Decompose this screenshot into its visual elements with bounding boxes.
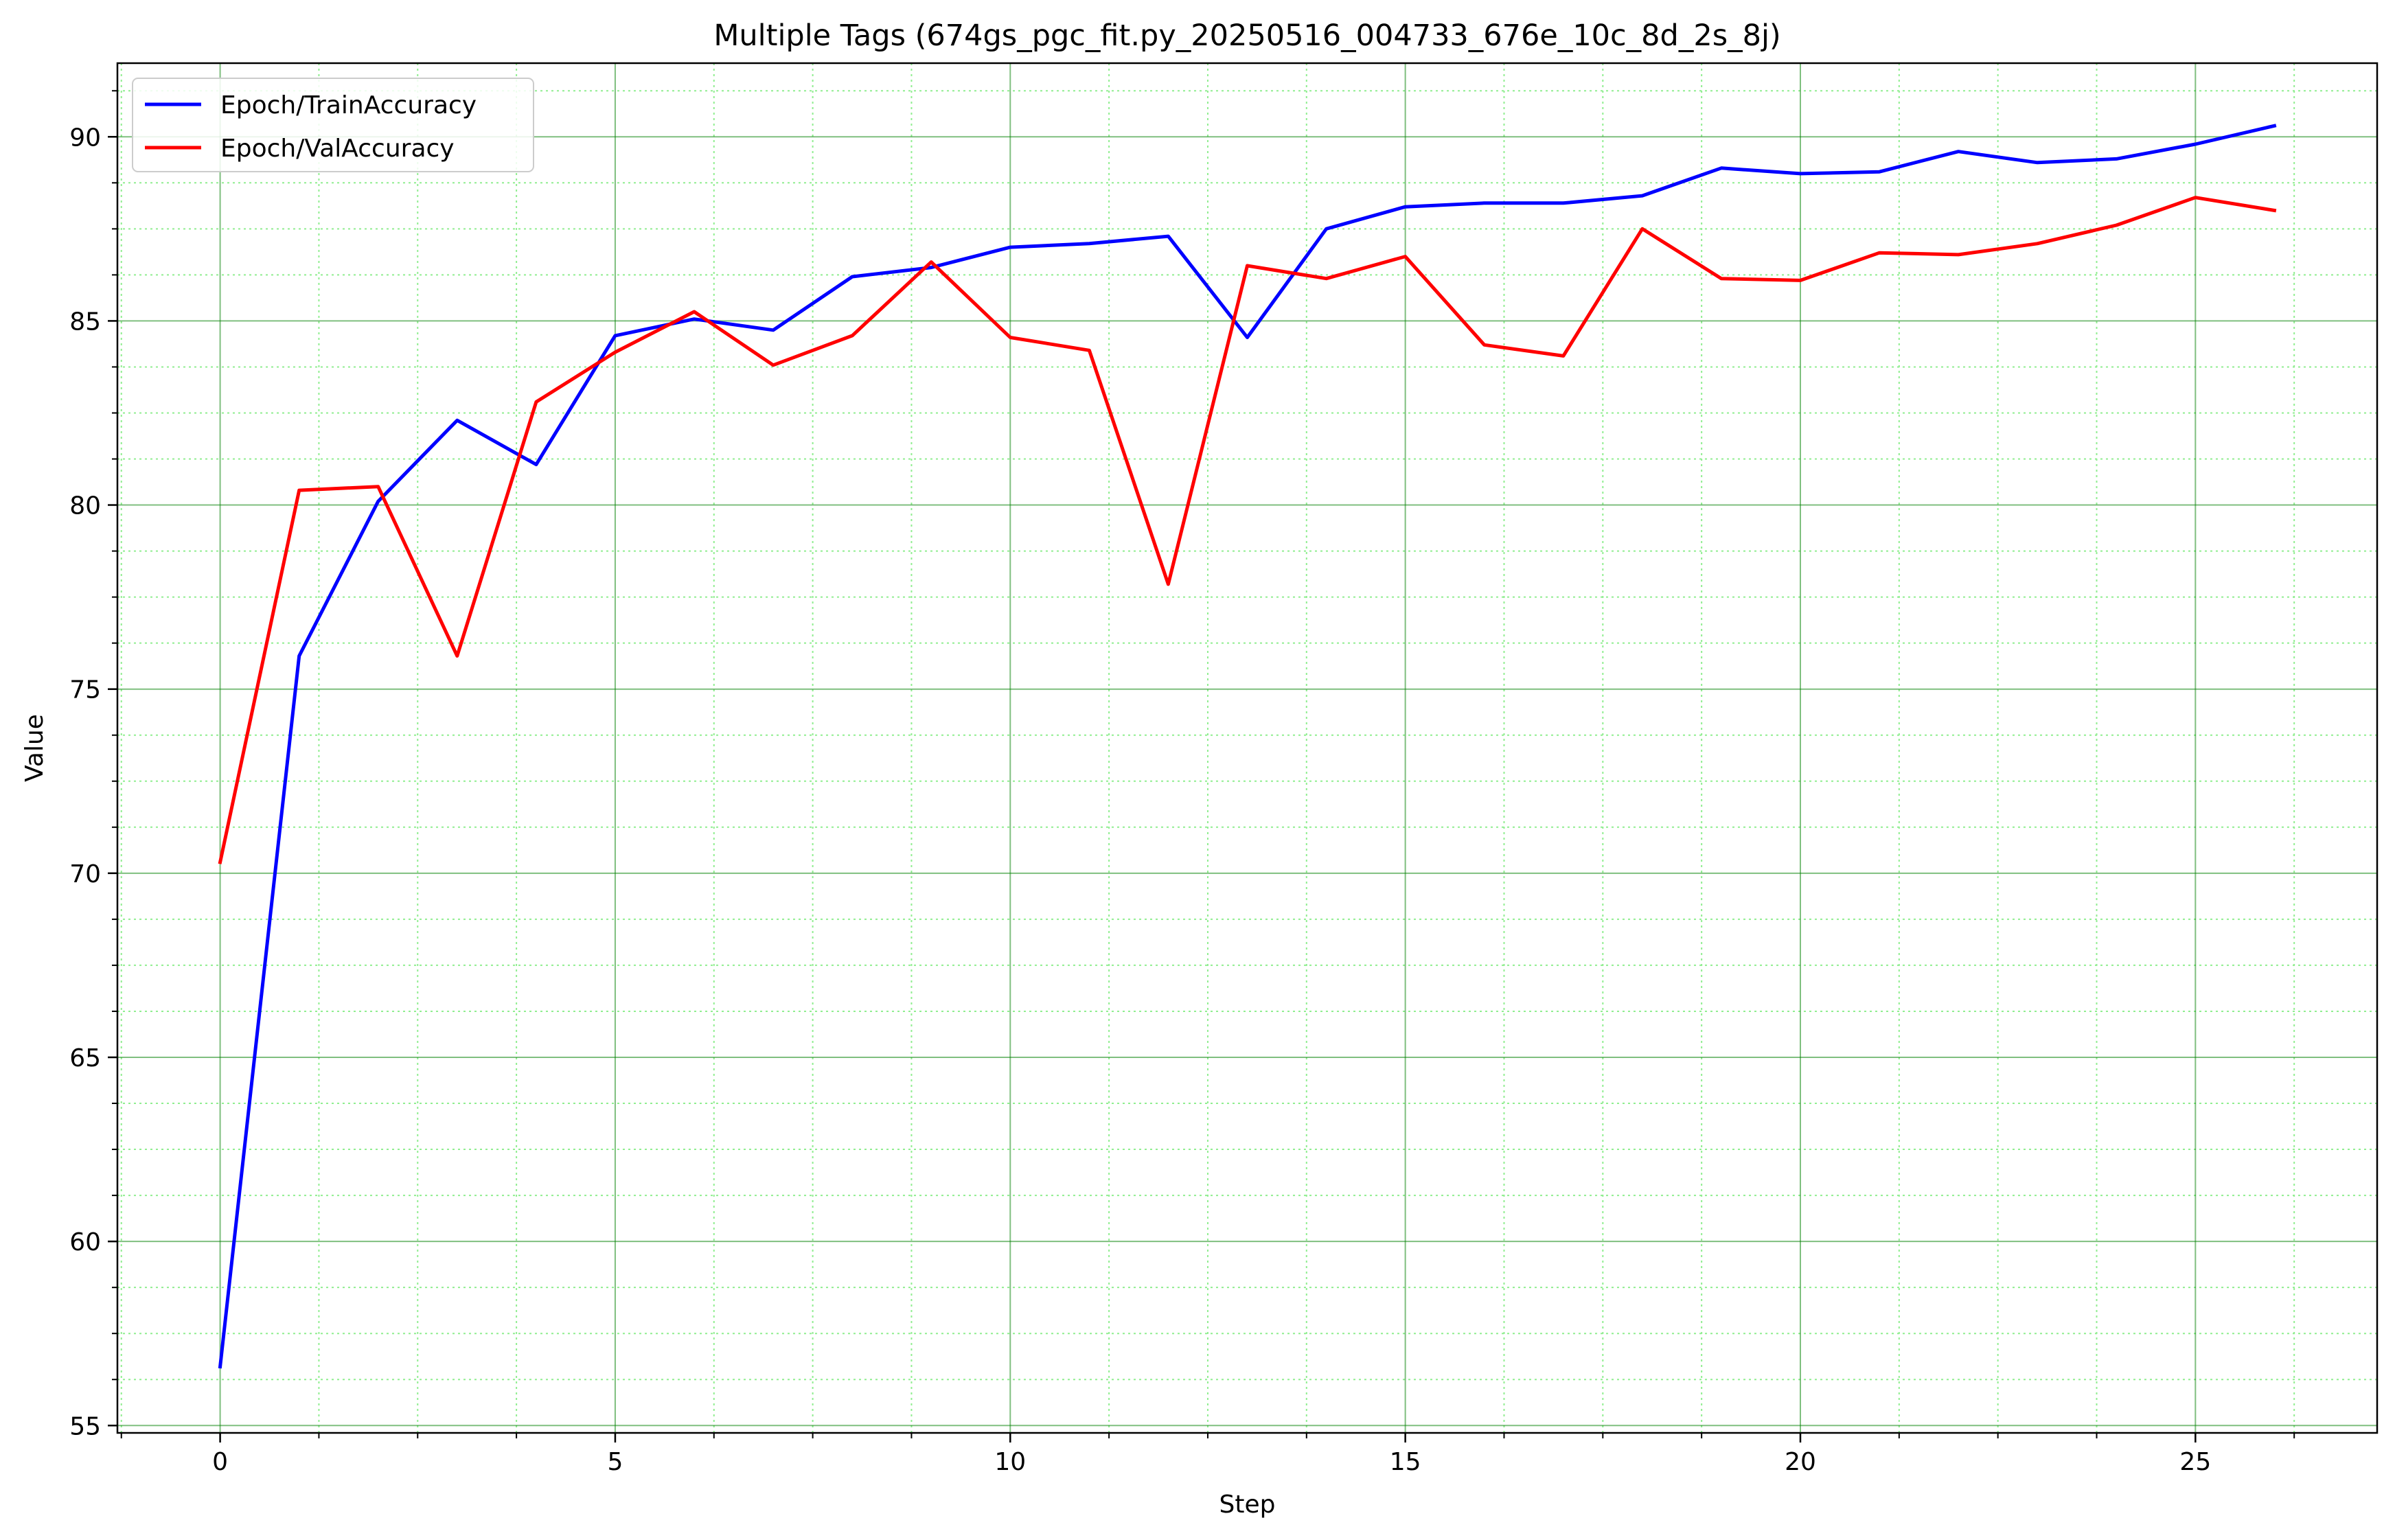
legend: Epoch/TrainAccuracy Epoch/ValAccuracy <box>132 78 534 172</box>
y-tick-label: 85 <box>69 308 101 336</box>
x-tick-label: 5 <box>607 1448 623 1476</box>
x-tick-label: 10 <box>994 1448 1026 1476</box>
y-tick-label: 55 <box>69 1412 101 1440</box>
y-tick-label: 65 <box>69 1044 101 1072</box>
chart-title: Multiple Tags (674gs_pgc_fit.py_20250516… <box>713 19 1780 53</box>
x-tick-label: 25 <box>2179 1448 2211 1476</box>
y-axis-label: Value <box>21 714 49 782</box>
x-tick-label: 15 <box>1390 1448 1421 1476</box>
legend-label: Epoch/ValAccuracy <box>220 135 455 163</box>
x-tick-label: 0 <box>212 1448 228 1476</box>
grid <box>117 63 2377 1433</box>
series-lines <box>218 124 2277 1369</box>
x-axis-label: Step <box>1219 1491 1276 1519</box>
axis-ticks: 0 5 10 15 20 25 55 60 65 70 75 80 85 90 <box>69 90 2295 1476</box>
x-tick-label: 20 <box>1785 1448 1816 1476</box>
legend-box <box>132 78 534 172</box>
series-line-val-accuracy <box>218 196 2277 864</box>
y-tick-label: 70 <box>69 860 101 888</box>
y-tick-label: 75 <box>69 676 101 704</box>
y-tick-label: 60 <box>69 1228 101 1256</box>
legend-label: Epoch/TrainAccuracy <box>220 91 477 119</box>
y-tick-label: 80 <box>69 492 101 520</box>
y-tick-label: 90 <box>69 124 101 152</box>
series-line-train-accuracy <box>218 124 2277 1369</box>
plot-area-frame <box>116 62 2379 1434</box>
